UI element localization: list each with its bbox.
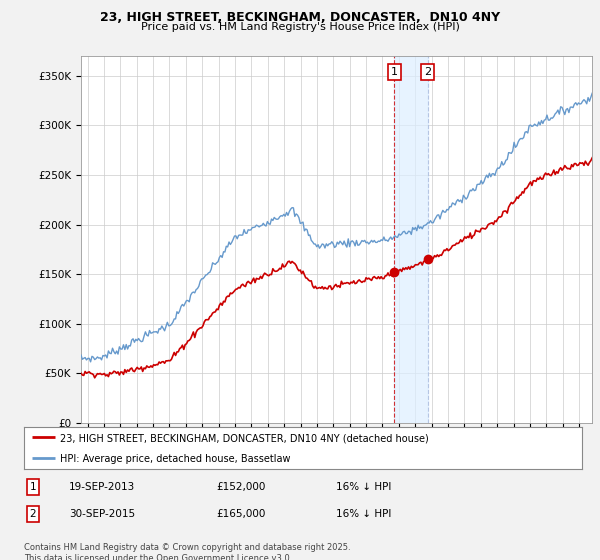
Text: 23, HIGH STREET, BECKINGHAM, DONCASTER,  DN10 4NY: 23, HIGH STREET, BECKINGHAM, DONCASTER, … xyxy=(100,11,500,24)
Text: 16% ↓ HPI: 16% ↓ HPI xyxy=(336,509,391,519)
Text: HPI: Average price, detached house, Bassetlaw: HPI: Average price, detached house, Bass… xyxy=(60,454,291,464)
Text: Price paid vs. HM Land Registry's House Price Index (HPI): Price paid vs. HM Land Registry's House … xyxy=(140,22,460,32)
Text: 2: 2 xyxy=(424,67,431,77)
Text: Contains HM Land Registry data © Crown copyright and database right 2025.
This d: Contains HM Land Registry data © Crown c… xyxy=(24,543,350,560)
Text: £152,000: £152,000 xyxy=(216,482,265,492)
Bar xyxy=(394,56,428,423)
Text: 1: 1 xyxy=(29,482,37,492)
Text: 19-SEP-2013: 19-SEP-2013 xyxy=(69,482,135,492)
Text: 2: 2 xyxy=(29,509,37,519)
Text: 23, HIGH STREET, BECKINGHAM, DONCASTER, DN10 4NY (detached house): 23, HIGH STREET, BECKINGHAM, DONCASTER, … xyxy=(60,433,429,443)
Text: 30-SEP-2015: 30-SEP-2015 xyxy=(69,509,135,519)
Text: 1: 1 xyxy=(391,67,398,77)
Text: 16% ↓ HPI: 16% ↓ HPI xyxy=(336,482,391,492)
Text: £165,000: £165,000 xyxy=(216,509,265,519)
